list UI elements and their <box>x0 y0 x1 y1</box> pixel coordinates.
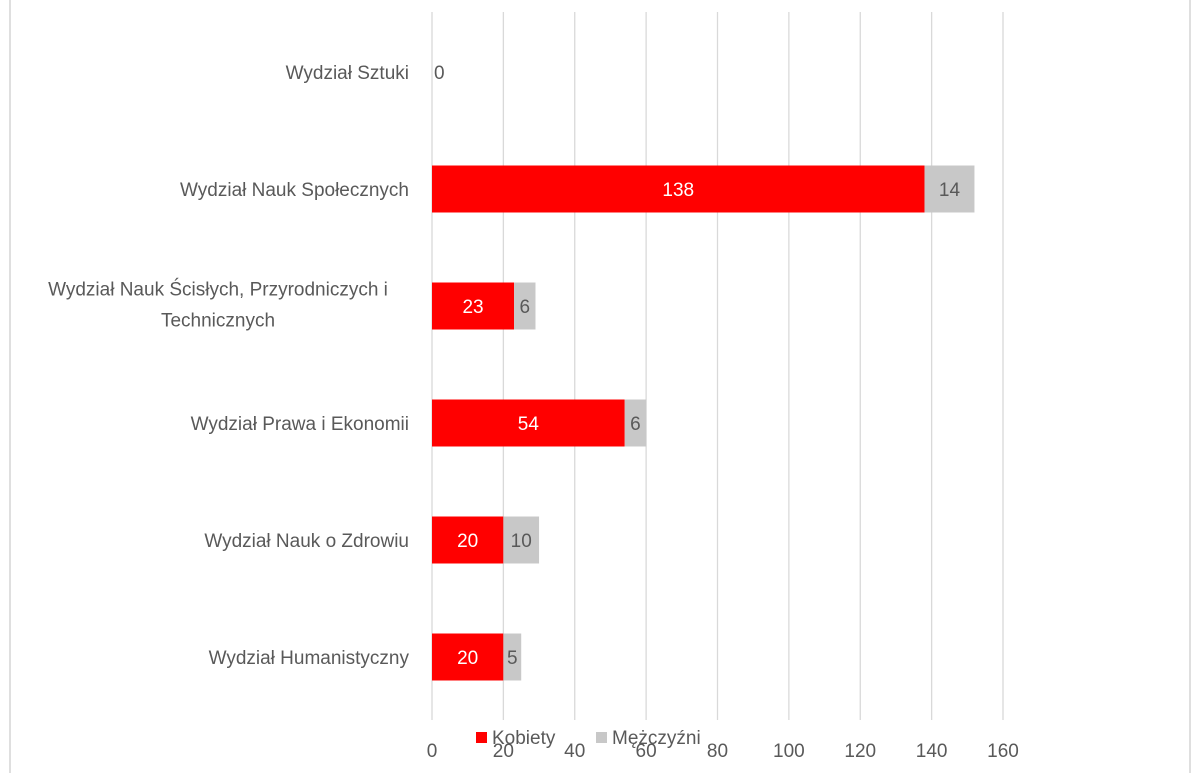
data-label-mezczyzni: 6 <box>630 414 641 435</box>
data-label-kobiety: 0 <box>434 63 445 84</box>
data-label-mezczyzni: 5 <box>507 648 518 669</box>
legend-label-mezczyzni: Mężczyźni <box>612 728 701 749</box>
category-labels: Wydział Sztuki Wydział Nauk Społecznych Wy… <box>48 63 409 669</box>
x-tick-label: 160 <box>987 741 1019 762</box>
data-label-kobiety: 20 <box>457 531 478 552</box>
data-label-kobiety: 54 <box>518 414 540 435</box>
bar-mezczyzni-5 <box>503 633 522 681</box>
data-label-kobiety: 138 <box>662 180 694 201</box>
bar-kobiety-1 <box>432 165 925 213</box>
category-label-line: Technicznych <box>161 311 275 332</box>
x-tick-label: 20 <box>493 741 514 762</box>
bar-mezczyzni-4 <box>503 516 540 564</box>
category-label: Wydział Sztuki <box>286 63 409 84</box>
bar-kobiety-5 <box>432 633 504 681</box>
legend-swatch-kobiety <box>476 732 487 743</box>
x-tick-label: 120 <box>844 741 876 762</box>
bar-mezczyzni-1 <box>924 165 975 213</box>
x-tick-label: 60 <box>636 741 657 762</box>
bars: 0 138 14 23 6 54 6 20 10 20 5 <box>432 63 975 681</box>
x-tick-label: 0 <box>427 741 438 762</box>
category-label-line: Wydział Nauk Ścisłych, Przyrodniczych i <box>48 279 388 301</box>
x-tick-label: 140 <box>916 741 948 762</box>
data-label-kobiety: 20 <box>457 648 478 669</box>
category-label: Wydział Humanistyczny <box>209 648 410 669</box>
bar-kobiety-3 <box>432 399 625 447</box>
category-label: Wydział Prawa i Ekonomii <box>191 414 409 435</box>
gridlines <box>431 12 1004 720</box>
bar-mezczyzni-3 <box>624 399 647 447</box>
legend-label-kobiety: Kobiety <box>492 728 556 749</box>
legend: Kobiety Mężczyźni <box>476 728 701 749</box>
data-label-kobiety: 23 <box>462 297 483 318</box>
bar-mezczyzni-2 <box>514 282 536 330</box>
data-label-mezczyzni: 6 <box>519 297 530 318</box>
category-label: Wydział Nauk Społecznych <box>180 180 409 201</box>
x-tick-label: 40 <box>564 741 585 762</box>
x-axis-tick-labels: 0 20 40 60 80 100 120 140 160 <box>427 741 1019 762</box>
data-label-mezczyzni: 10 <box>511 531 532 552</box>
legend-swatch-mezczyzni <box>596 732 607 743</box>
category-label: Wydział Nauk o Zdrowiu <box>204 531 409 552</box>
data-label-mezczyzni: 14 <box>939 180 961 201</box>
x-tick-label: 100 <box>773 741 805 762</box>
x-tick-label: 80 <box>707 741 728 762</box>
bar-kobiety-2 <box>432 282 515 330</box>
bar-kobiety-4 <box>432 516 504 564</box>
